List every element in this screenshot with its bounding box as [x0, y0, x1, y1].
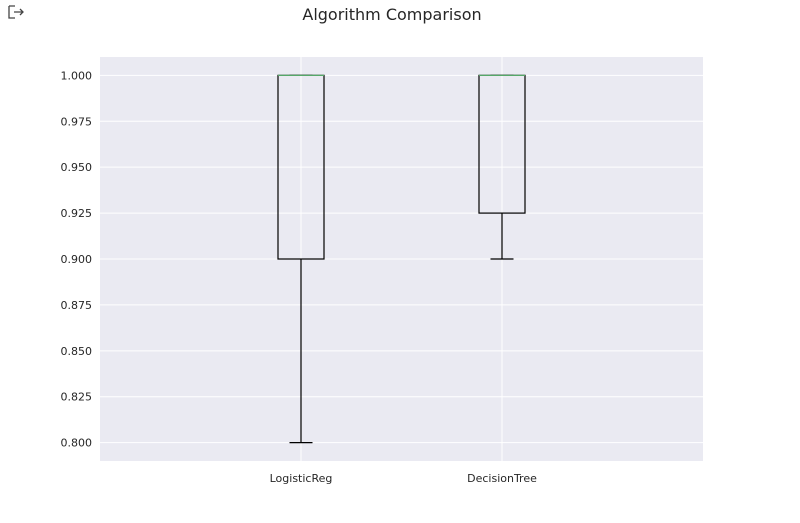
boxes: [277, 74, 526, 444]
y-tick-label: 0.900: [61, 253, 93, 266]
y-tick-label: 1.000: [61, 69, 93, 82]
x-axis-ticks: LogisticReg DecisionTree: [270, 472, 537, 485]
box-DecisionTree: [478, 74, 526, 260]
output-arrow-icon: [8, 5, 24, 19]
y-tick-label: 0.925: [61, 207, 93, 220]
y-tick-label: 0.825: [61, 391, 93, 404]
box-LogisticReg: [277, 74, 325, 444]
y-tick-label: 0.975: [61, 115, 93, 128]
x-tick-label: DecisionTree: [467, 472, 537, 485]
y-axis-ticks: 1.000 0.975 0.950 0.925 0.900 0.875 0.850 0.825…: [61, 69, 93, 449]
chart-title: Algorithm Comparison: [302, 5, 481, 24]
y-tick-label: 0.875: [61, 299, 93, 312]
y-tick-label: 0.850: [61, 345, 93, 358]
y-tick-label: 0.950: [61, 161, 93, 174]
x-tick-label: LogisticReg: [270, 472, 333, 485]
y-tick-label: 0.800: [61, 437, 93, 450]
